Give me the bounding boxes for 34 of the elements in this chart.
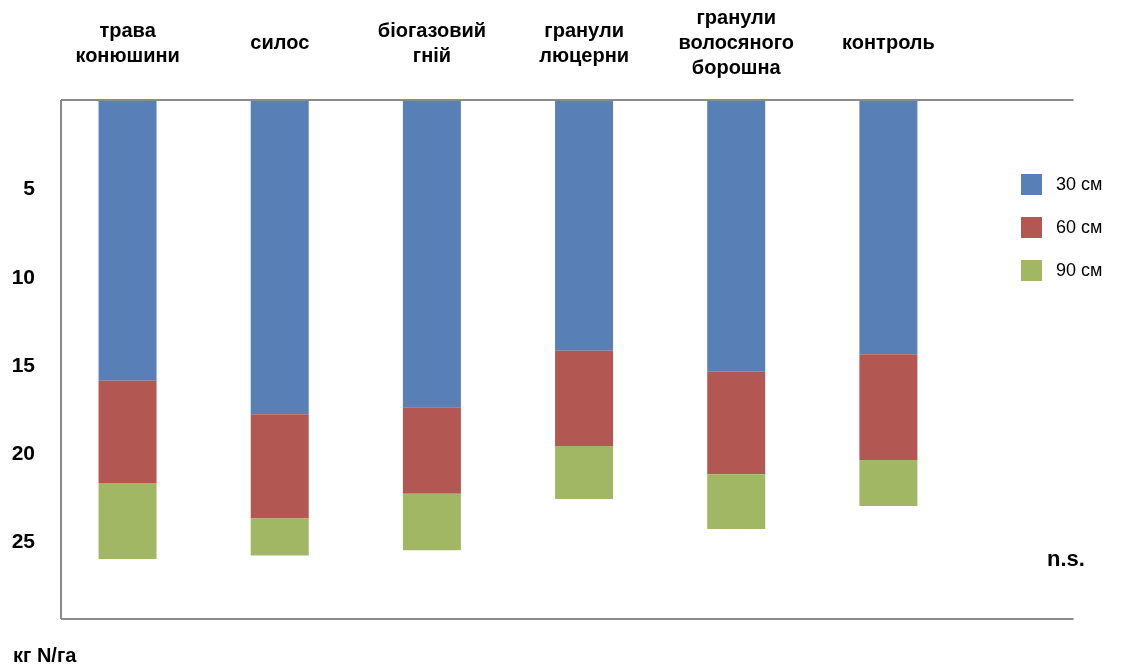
bar <box>402 100 461 408</box>
x-tick-label: трава конюшини <box>75 18 180 66</box>
x-tick-label: біогазовий гній <box>377 18 487 66</box>
legend-label: 90 см <box>1056 260 1103 281</box>
bar <box>707 100 766 372</box>
legend-label: 60 см <box>1056 217 1103 238</box>
x-tick-label: гранули волосяного борошна <box>678 6 795 78</box>
x-tick-label: силос <box>250 31 310 53</box>
bar <box>250 518 309 556</box>
annotation: n.s. <box>1047 546 1085 572</box>
bar <box>98 100 157 381</box>
y-tick-label: 25 <box>11 529 36 553</box>
bar <box>98 483 157 559</box>
y-tick-label: 15 <box>11 352 36 376</box>
bar <box>859 354 918 461</box>
bar <box>98 380 157 484</box>
x-tick-label: гранули люцерни <box>539 18 630 66</box>
y-axis-title: кг N/га <box>13 643 77 667</box>
y-tick-label: 5 <box>23 176 36 200</box>
bar <box>250 100 309 415</box>
bar <box>707 371 766 475</box>
bar <box>402 407 461 494</box>
bar <box>859 100 918 355</box>
bar <box>707 474 766 529</box>
bar <box>555 446 614 499</box>
bar <box>402 493 461 551</box>
bar <box>250 414 309 519</box>
bar <box>555 350 614 446</box>
y-tick-label: 10 <box>11 264 35 288</box>
bar <box>555 100 614 351</box>
y-tick-label: 20 <box>11 441 35 465</box>
legend-label: 30 см <box>1056 174 1103 195</box>
bar <box>859 460 918 507</box>
x-tick-label: контроль <box>842 31 935 53</box>
